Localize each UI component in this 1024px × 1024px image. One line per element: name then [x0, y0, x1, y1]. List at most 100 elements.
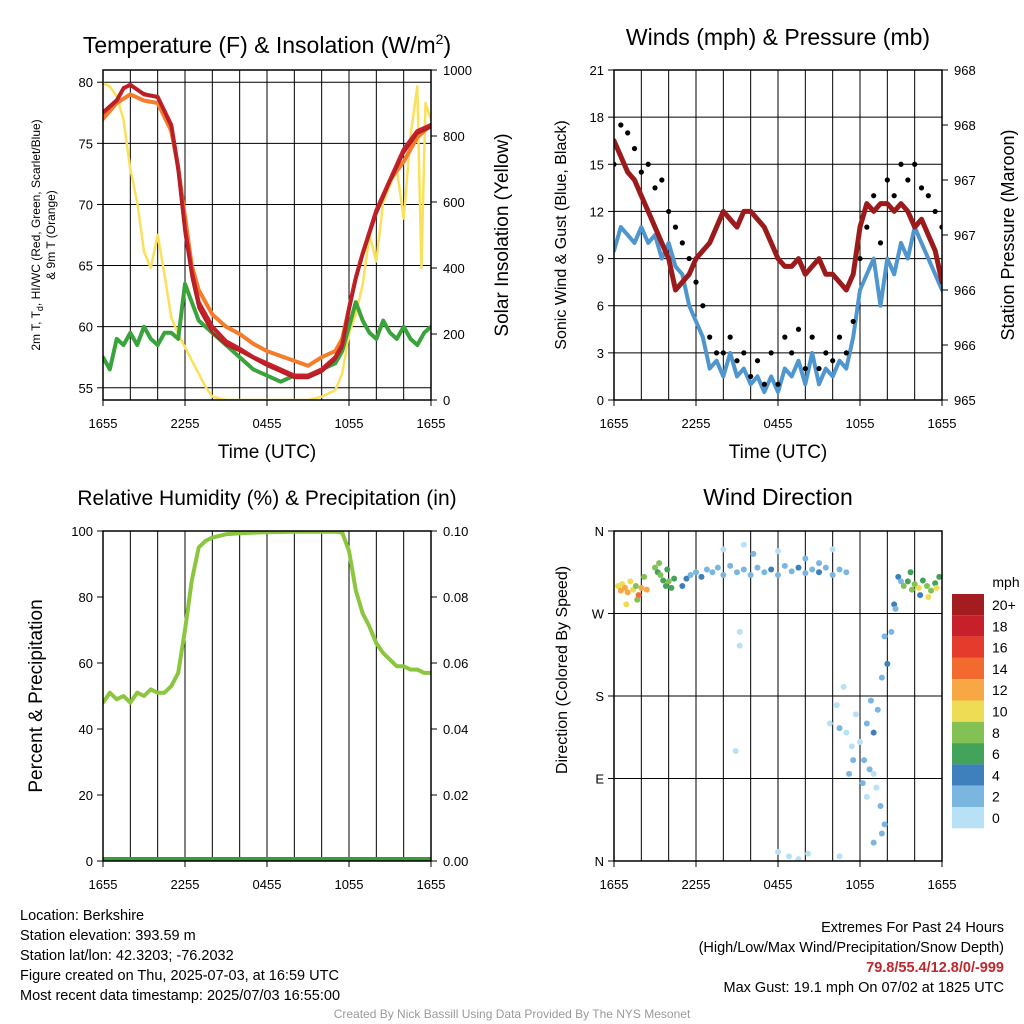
direction-point — [693, 569, 699, 576]
winds-series — [614, 122, 942, 395]
y-tick-label: 15 — [590, 157, 604, 172]
direction-point — [840, 683, 847, 690]
direction-point — [768, 566, 775, 573]
gust-point — [734, 358, 740, 364]
x-tick-label: 0455 — [764, 877, 793, 892]
direction-point — [878, 674, 885, 681]
gust-point — [918, 185, 925, 191]
y-tick-label: 0 — [86, 854, 93, 869]
direction-point — [859, 780, 866, 787]
direction-point — [747, 572, 754, 578]
gust-point — [836, 334, 843, 340]
gust-point — [891, 193, 897, 199]
y-tick-label-right: 400 — [443, 261, 465, 276]
gust-point — [843, 350, 849, 356]
humidity-series — [103, 531, 431, 861]
direction-point — [848, 743, 855, 750]
direction-point — [775, 548, 781, 555]
direction-point — [907, 569, 914, 576]
direction-legend-title: mph — [992, 574, 1019, 590]
x-tick-label: 1655 — [89, 416, 118, 431]
gust-point — [830, 358, 836, 364]
direction-point — [925, 594, 932, 600]
gust-point — [898, 161, 904, 167]
direction-point — [641, 573, 648, 580]
direction-point — [664, 566, 671, 573]
gust-point — [802, 365, 808, 372]
y-tick-label: 21 — [590, 63, 604, 78]
gust-point — [727, 334, 733, 340]
gust-point — [884, 177, 890, 183]
gust-point — [652, 185, 658, 191]
gust-point — [625, 130, 631, 136]
gust-point — [864, 224, 870, 230]
y-tick-label: E — [595, 772, 604, 787]
legend-swatch — [952, 594, 984, 616]
direction-point — [683, 575, 690, 582]
temperature-ticks: 1655 2255 0455 1055 165555606570758002004006… — [79, 63, 472, 431]
y-tick-label-right: 968 — [954, 118, 976, 133]
direction-point — [843, 569, 850, 576]
direction-point — [877, 803, 884, 809]
direction-point — [668, 584, 675, 591]
y-tick-label: 3 — [597, 346, 604, 361]
hi_wc-line — [103, 84, 431, 380]
x-tick-label: 0455 — [253, 416, 282, 431]
legend-label: 16 — [992, 640, 1008, 656]
winds-right-label: Station Pressure (Maroon) — [998, 129, 1018, 340]
direction-point — [870, 770, 877, 777]
y-tick-label: 80 — [79, 75, 93, 90]
direction-point — [775, 572, 781, 578]
y-tick-label: 6 — [597, 299, 604, 314]
extremes-subtitle: (High/Low/Max Wind/Precipitation/Snow De… — [698, 940, 1004, 956]
direction-point — [720, 546, 727, 553]
gust-point — [631, 145, 638, 152]
gust-point — [795, 326, 802, 332]
gust-point — [713, 350, 720, 356]
gust-point — [693, 279, 699, 285]
y-tick-label: 55 — [79, 381, 93, 396]
direction-point — [870, 839, 877, 846]
temperature-grid — [103, 70, 431, 400]
legend-label: 0 — [992, 810, 1000, 826]
direction-legend: 20+ 18 16 14 12 10 8 6 4 2 0 — [952, 594, 1016, 829]
station-elevation: Station elevation: 393.59 m — [20, 928, 196, 944]
direction-point — [714, 564, 721, 571]
winds-panel: Winds (mph) & Pressure (mb) 1655 2255 0455… — [553, 24, 1018, 463]
y-tick-label-right: 0.04 — [443, 722, 468, 737]
y-tick-label: W — [592, 607, 605, 622]
direction-point — [933, 584, 940, 591]
direction-point — [720, 572, 727, 578]
direction-point — [857, 738, 863, 745]
y-tick-label-right: 968 — [954, 63, 976, 78]
direction-point — [635, 592, 642, 599]
extremes-values: 79.8/55.4/12.8/0/-999 — [866, 960, 1004, 976]
temperature-left-label-line2: & 9m T (Orange) — [44, 190, 58, 280]
temperature-left-label: 2m T, Td, HI/WC (Red, Green, Scarlet/Blu… — [29, 119, 45, 350]
x-tick-label: 1055 — [335, 416, 364, 431]
y-tick-label-right: 967 — [954, 228, 976, 243]
direction-point — [657, 572, 664, 578]
legend-label: 12 — [992, 682, 1008, 698]
legend-swatch — [952, 785, 984, 807]
legend-swatch — [952, 636, 984, 658]
direction-point — [836, 566, 843, 573]
credit-line: Created By Nick Bassill Using Data Provi… — [333, 1007, 691, 1021]
y-tick-label: 20 — [79, 788, 93, 803]
legend-label: 4 — [992, 767, 1000, 783]
direction-point — [898, 578, 904, 585]
figure-created: Figure created on Thu, 2025-07-03, at 16… — [20, 968, 339, 984]
legend-label: 18 — [992, 618, 1008, 634]
gust-point — [645, 161, 651, 167]
winds-ticks: 1655 2255 0455 1055 1655 0 3 6 9 12 15 18 21 965 966 96… — [590, 63, 976, 431]
gust-point — [823, 350, 829, 356]
gust-point — [932, 208, 938, 215]
direction-point — [846, 770, 853, 777]
direction-point — [874, 706, 881, 713]
station-info: Location: Berkshire Station elevation: 3… — [20, 906, 340, 1006]
direction-point — [809, 566, 816, 573]
legend-swatch — [952, 721, 984, 744]
y-tick-label: 60 — [79, 320, 93, 335]
gust-point — [775, 381, 781, 387]
x-tick-label: 1055 — [846, 416, 875, 431]
